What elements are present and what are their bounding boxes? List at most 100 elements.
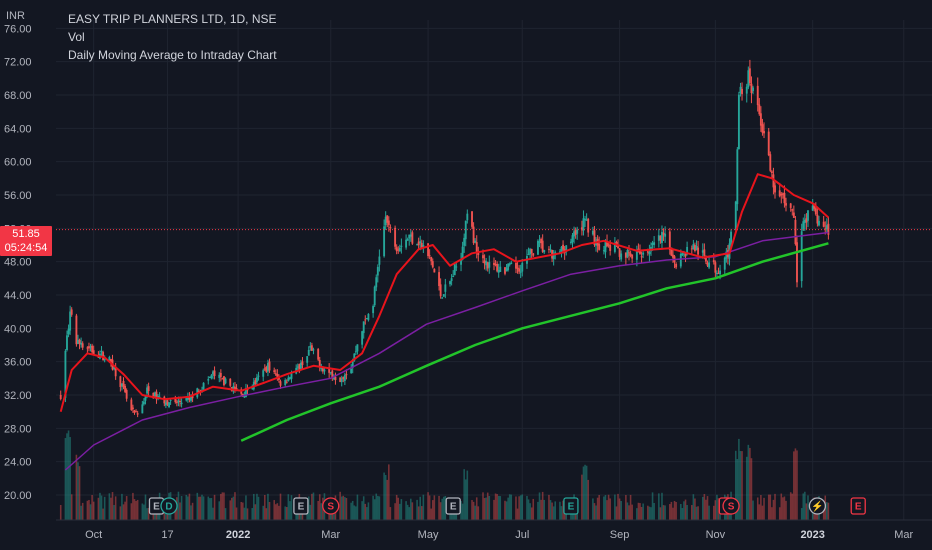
event-marker[interactable]: S xyxy=(722,497,740,515)
event-marker[interactable]: E xyxy=(293,497,309,515)
event-marker[interactable]: E xyxy=(563,497,579,515)
volume-bar xyxy=(552,506,555,520)
candle xyxy=(791,208,794,216)
volume-bar xyxy=(320,503,323,520)
event-badge xyxy=(445,497,461,515)
candle-body xyxy=(496,263,499,272)
volume-bar xyxy=(191,502,194,520)
candle-body xyxy=(813,203,816,209)
volume-bar xyxy=(805,503,808,520)
volume-bar xyxy=(620,500,622,520)
event-marker[interactable]: D xyxy=(160,497,178,515)
candle-body xyxy=(758,104,761,115)
volume-bar xyxy=(585,465,588,520)
candle xyxy=(543,249,546,254)
volume-bar xyxy=(240,501,243,520)
candle-body xyxy=(558,251,561,253)
volume-bar xyxy=(122,504,125,520)
candle xyxy=(375,274,378,292)
candle-body xyxy=(719,270,722,275)
volume-bar xyxy=(312,492,315,520)
candle-body xyxy=(537,240,539,255)
candle-body xyxy=(219,372,222,377)
candle xyxy=(142,398,145,406)
candle xyxy=(202,382,205,392)
event-markers: EDESEEES⚡E xyxy=(148,497,866,515)
indicator-vol[interactable]: Vol xyxy=(68,30,85,44)
volume-bar xyxy=(475,497,478,520)
volume-bar xyxy=(807,495,809,520)
volume-bar xyxy=(488,495,491,520)
candle xyxy=(662,228,665,241)
volume-bar xyxy=(242,502,244,520)
candle xyxy=(88,342,90,352)
candle xyxy=(591,226,594,236)
volume-bar xyxy=(89,504,92,520)
volume-bar xyxy=(438,495,440,520)
volume-bar xyxy=(290,495,293,520)
event-marker[interactable]: E xyxy=(850,497,866,515)
candle-body xyxy=(770,171,773,173)
candle-body xyxy=(100,350,103,352)
candle-body xyxy=(144,395,147,401)
candle xyxy=(635,245,638,267)
volume-bar xyxy=(202,496,205,520)
candle xyxy=(89,343,92,352)
candle-body xyxy=(505,268,508,272)
candle xyxy=(406,237,409,241)
candle-body xyxy=(529,249,532,255)
candle-body xyxy=(714,262,717,273)
candle-body xyxy=(257,375,260,377)
candle xyxy=(254,377,257,386)
candle-body xyxy=(288,377,291,379)
volume-bar xyxy=(378,496,381,520)
volume-bar xyxy=(717,498,720,520)
candle xyxy=(133,409,136,415)
candle-body xyxy=(213,370,216,377)
volume-bar xyxy=(504,500,506,520)
candle-body xyxy=(417,241,420,246)
volume-bar xyxy=(551,502,553,520)
volume-bar xyxy=(606,500,608,520)
candle-body xyxy=(133,410,136,413)
volume-bar xyxy=(372,495,374,520)
candle-body xyxy=(169,400,172,402)
candle-body xyxy=(453,264,456,276)
candle-body xyxy=(77,339,79,344)
volume-bar xyxy=(400,499,403,520)
volume-bar xyxy=(180,495,183,520)
candle-body xyxy=(734,201,737,231)
volume-bar xyxy=(800,508,803,520)
symbol-title[interactable]: EASY TRIP PLANNERS LTD, 1D, NSE xyxy=(68,12,277,26)
event-marker[interactable]: ⚡ xyxy=(808,497,827,515)
candle-body xyxy=(646,251,649,253)
candle xyxy=(367,313,370,322)
candle xyxy=(77,334,79,345)
y-tick-label: 36.00 xyxy=(4,357,32,369)
candle-body xyxy=(422,245,425,248)
volume-bar xyxy=(309,504,312,520)
volume-bar xyxy=(778,507,781,520)
candle-body xyxy=(180,402,183,405)
candle xyxy=(119,375,122,392)
volume-bar xyxy=(212,507,214,520)
candle xyxy=(224,377,227,385)
event-marker[interactable]: S xyxy=(322,497,340,515)
volume-bar xyxy=(209,498,211,520)
volume-bar xyxy=(697,506,699,520)
candle-body xyxy=(420,243,423,248)
volume-bar xyxy=(287,494,290,520)
candle xyxy=(124,384,127,394)
volume-bar xyxy=(527,499,530,520)
indicator-dma[interactable]: Daily Moving Average to Intraday Chart xyxy=(68,48,277,62)
event-marker[interactable]: E xyxy=(445,497,461,515)
volume-bar xyxy=(411,502,414,520)
volume-bar xyxy=(75,454,78,520)
candle xyxy=(814,202,817,216)
candle xyxy=(816,207,819,227)
volume-bar xyxy=(318,494,321,520)
volume-bar xyxy=(684,499,687,520)
candle-body xyxy=(406,239,409,241)
